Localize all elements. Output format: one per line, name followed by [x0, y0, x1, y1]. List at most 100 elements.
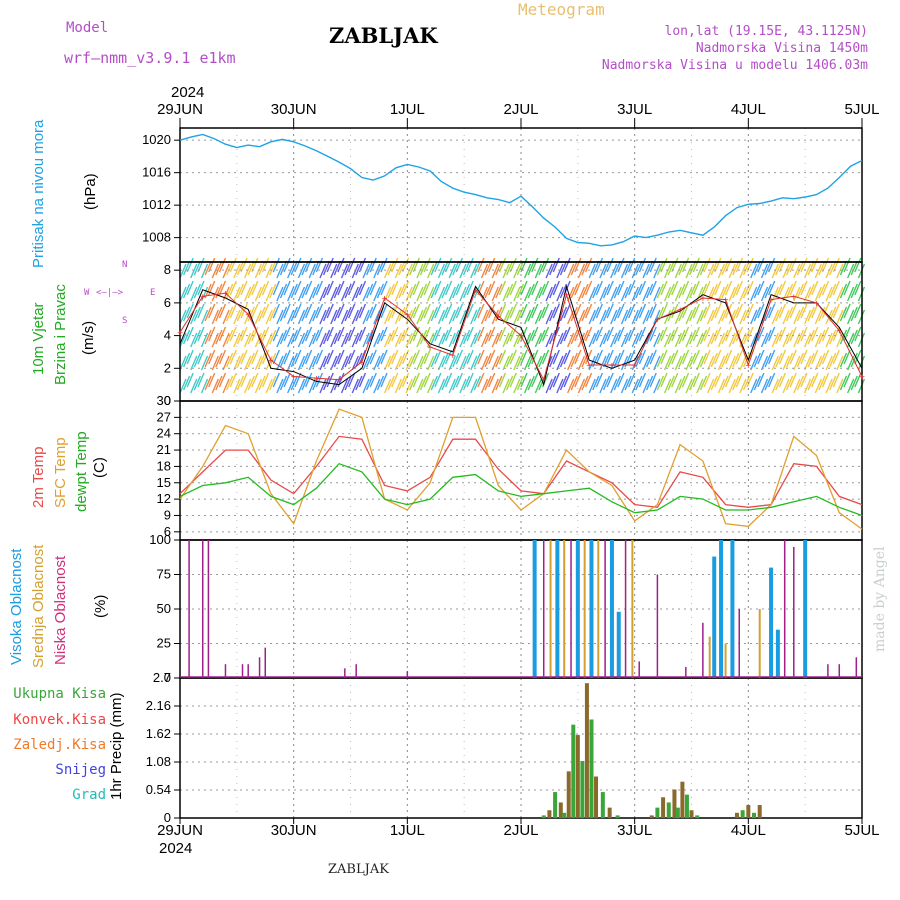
wind-barb — [197, 349, 205, 365]
wind-barb — [721, 375, 729, 391]
wind-barb — [258, 352, 266, 368]
wind-barb — [208, 372, 216, 388]
wind-barb — [793, 355, 801, 371]
wind-barb — [689, 306, 697, 322]
wind-barb — [732, 375, 740, 391]
wind-barb — [247, 329, 255, 345]
wind-barb — [394, 332, 403, 348]
wind-gust-marker: + — [859, 372, 865, 383]
wind-barb — [570, 306, 578, 322]
wind-barb — [778, 280, 787, 296]
wind-barb — [462, 329, 471, 345]
wind-barb — [836, 286, 844, 302]
wind-barb — [592, 260, 600, 276]
wind-barb — [470, 263, 478, 279]
wind-barb — [635, 260, 643, 276]
wind-barb — [574, 372, 582, 388]
wind-barb — [412, 303, 420, 319]
wind-barb — [204, 306, 212, 322]
wind-barb — [803, 286, 812, 302]
wind-barb — [491, 263, 499, 279]
wind-barb — [757, 303, 765, 319]
wind-barb — [423, 280, 431, 296]
wind-barb — [663, 286, 672, 302]
wind-barb — [304, 303, 313, 319]
wind-barb — [574, 280, 582, 296]
wind-barb — [520, 372, 528, 388]
wind-barb — [811, 303, 819, 319]
wind-barb — [610, 378, 618, 394]
wind-barb — [559, 375, 568, 391]
wind-barb — [642, 263, 650, 279]
wind-barb — [534, 263, 543, 279]
wind-barb — [796, 352, 805, 368]
wind-barb — [678, 283, 686, 299]
wind-barb — [523, 378, 532, 394]
wind-barb — [717, 378, 726, 394]
wind-barb — [498, 326, 507, 342]
year-label-top: 2024 — [171, 84, 205, 101]
wind-barb — [383, 332, 392, 348]
wind-barb — [570, 352, 578, 368]
wind-barb — [750, 355, 758, 371]
wind-barb — [448, 286, 456, 302]
wind-barb — [452, 375, 460, 391]
y-tick-label: 2.16 — [146, 698, 171, 713]
wind-barb — [455, 372, 464, 388]
x-tick-label-top: 29JUN — [157, 101, 203, 118]
wind-barb — [513, 263, 521, 279]
wind-barb — [197, 326, 205, 342]
wind-barb — [265, 263, 273, 279]
wind-barb — [513, 378, 521, 394]
wind-barb — [340, 355, 349, 371]
wind-barb — [671, 257, 679, 273]
wind-barb — [854, 372, 862, 388]
wind-barb — [635, 352, 643, 368]
y-tick-label: 21 — [157, 442, 171, 457]
precip-bar — [689, 810, 694, 818]
wind-barb — [785, 283, 794, 299]
x-tick-label-bottom: 3JUL — [617, 822, 652, 839]
wind-barb — [348, 372, 356, 388]
cloud-bar-low — [638, 661, 640, 678]
wind-barb — [832, 349, 840, 365]
wind-barb — [710, 352, 718, 368]
wind-barb — [663, 355, 672, 371]
wind-barb — [491, 332, 499, 348]
wind-barb — [258, 283, 266, 299]
wind-barb — [549, 260, 557, 276]
wind-barb — [674, 309, 682, 325]
wind-barb — [276, 355, 284, 371]
wind-barb — [552, 303, 560, 319]
wind-barb — [355, 375, 363, 391]
compass-e: E — [150, 288, 156, 298]
wind-barb — [498, 303, 507, 319]
y-tick-label: 75 — [157, 567, 171, 582]
wind-barb — [559, 283, 568, 299]
wind-barb — [301, 329, 309, 345]
wind-barb — [491, 378, 499, 394]
wind-gust-marker: + — [723, 296, 729, 307]
wind-barb — [768, 303, 776, 319]
wind-barb — [739, 355, 747, 371]
wind-barb — [545, 309, 553, 325]
wind-barb — [760, 263, 769, 279]
wind-barb — [215, 352, 223, 368]
wind-gust-marker: + — [745, 361, 751, 372]
wind-barb — [315, 257, 324, 273]
wind-barb — [240, 257, 248, 273]
wind-barb — [272, 280, 280, 296]
wind-barb — [534, 378, 543, 394]
wind-barb — [462, 283, 471, 299]
y-tick-label: 30 — [157, 393, 171, 408]
y-tick-label: 24 — [157, 426, 171, 441]
wind-barb — [495, 329, 503, 345]
wind-barb — [254, 309, 263, 325]
wind-gust-marker: + — [700, 294, 706, 305]
wind-barb — [373, 286, 381, 302]
wind-barb — [261, 280, 270, 296]
wind-barb — [466, 280, 474, 296]
wind-barb — [326, 326, 334, 342]
wind-barb — [297, 263, 306, 279]
wind-barb — [484, 260, 492, 276]
